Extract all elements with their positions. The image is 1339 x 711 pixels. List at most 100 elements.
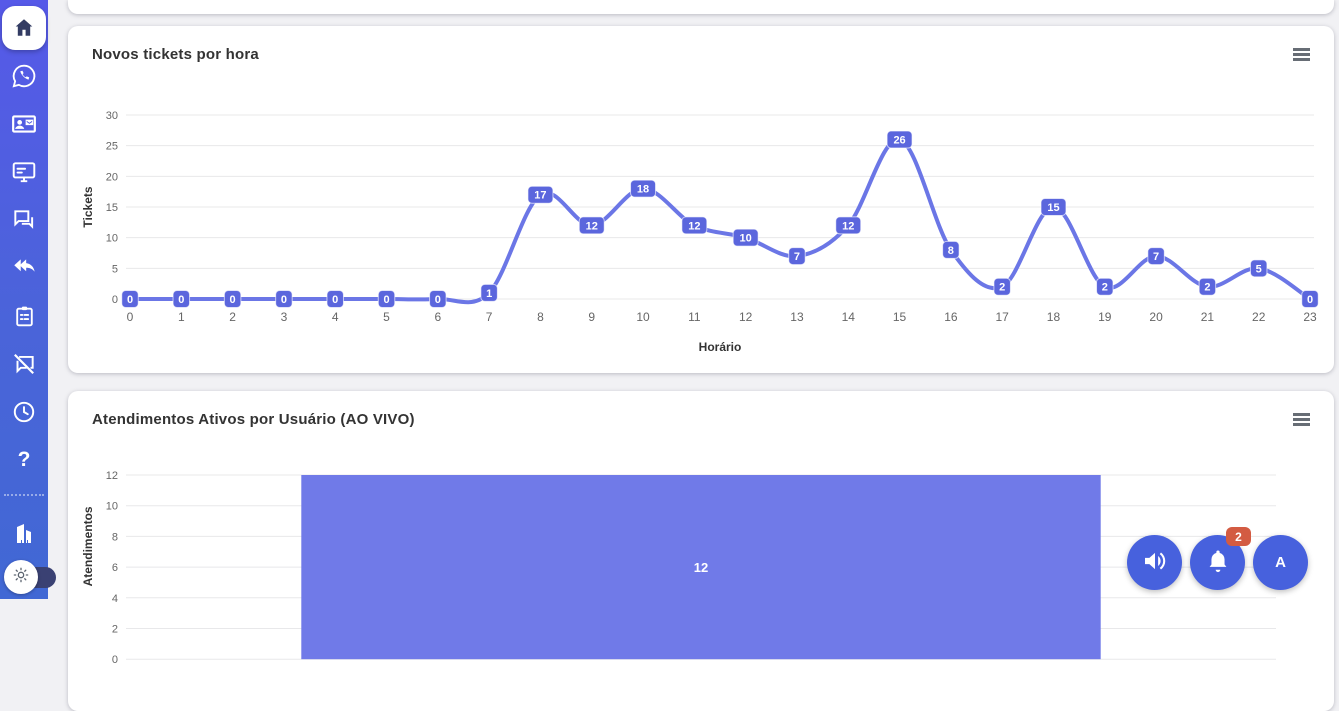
clock-icon [11, 399, 37, 425]
notifications-badge: 2 [1226, 527, 1251, 546]
svg-text:12: 12 [688, 220, 700, 232]
speaker-icon [1140, 546, 1170, 579]
brightness-icon [11, 565, 31, 590]
svg-text:15: 15 [1047, 202, 1059, 214]
svg-text:Horário: Horário [699, 340, 742, 353]
svg-text:0: 0 [435, 294, 441, 306]
svg-text:0: 0 [230, 294, 236, 306]
svg-text:8: 8 [112, 531, 118, 543]
sidebar-item-schedules[interactable] [0, 388, 48, 436]
svg-text:2: 2 [1204, 282, 1210, 294]
svg-text:14: 14 [842, 310, 856, 324]
svg-text:17: 17 [995, 310, 1009, 324]
svg-text:20: 20 [1149, 310, 1163, 324]
floating-action-buttons: 2 A [1127, 535, 1308, 590]
theme-toggle-knob [4, 560, 38, 594]
svg-text:10: 10 [106, 233, 118, 245]
svg-text:2: 2 [112, 624, 118, 636]
svg-text:5: 5 [112, 263, 118, 275]
svg-text:15: 15 [893, 310, 907, 324]
svg-text:6: 6 [434, 310, 441, 324]
sidebar-item-campaigns[interactable] [0, 340, 48, 388]
svg-text:Atendimentos: Atendimentos [81, 506, 95, 586]
reply-all-icon [11, 255, 37, 281]
svg-text:20: 20 [106, 171, 118, 183]
svg-text:8: 8 [537, 310, 544, 324]
svg-text:2: 2 [999, 282, 1005, 294]
svg-text:3: 3 [281, 310, 288, 324]
svg-text:0: 0 [383, 294, 389, 306]
svg-text:0: 0 [127, 310, 134, 324]
svg-text:0: 0 [112, 294, 118, 306]
svg-text:12: 12 [106, 470, 118, 482]
sidebar: ? [0, 0, 48, 599]
svg-text:22: 22 [1252, 310, 1266, 324]
svg-text:12: 12 [842, 220, 854, 232]
theme-toggle[interactable] [4, 559, 56, 595]
svg-text:0: 0 [281, 294, 287, 306]
chart-context-menu-icon[interactable] [1293, 48, 1310, 61]
chat-bubbles-icon [11, 207, 37, 233]
notifications-button[interactable]: 2 [1190, 535, 1245, 590]
bar-chart-title: Atendimentos Ativos por Usuário (AO VIVO… [92, 411, 1310, 428]
sidebar-divider [4, 494, 44, 496]
whatsapp-icon [11, 63, 37, 89]
monitor-icon [11, 159, 37, 185]
clipboard-list-icon [12, 304, 37, 329]
svg-text:10: 10 [106, 501, 118, 513]
svg-text:1: 1 [486, 288, 492, 300]
chat-slash-icon [11, 351, 37, 377]
svg-text:30: 30 [106, 110, 118, 122]
sidebar-item-help[interactable]: ? [0, 436, 48, 484]
chart-context-menu-icon[interactable] [1293, 413, 1310, 426]
svg-text:8: 8 [948, 245, 954, 257]
sidebar-item-dashboard[interactable] [2, 6, 46, 50]
svg-text:7: 7 [1153, 251, 1159, 263]
svg-text:23: 23 [1303, 310, 1317, 324]
sidebar-item-contacts[interactable] [0, 100, 48, 148]
svg-text:18: 18 [1047, 310, 1061, 324]
line-chart-title: Novos tickets por hora [92, 46, 1310, 63]
svg-text:10: 10 [740, 233, 752, 245]
svg-text:16: 16 [944, 310, 958, 324]
profile-button[interactable]: A [1253, 535, 1308, 590]
profile-avatar: A [1275, 554, 1286, 571]
svg-text:4: 4 [332, 310, 339, 324]
sound-button[interactable] [1127, 535, 1182, 590]
svg-text:12: 12 [739, 310, 753, 324]
svg-text:18: 18 [637, 184, 649, 196]
svg-text:12: 12 [586, 220, 598, 232]
svg-text:7: 7 [486, 310, 493, 324]
sidebar-item-panel[interactable] [0, 148, 48, 196]
svg-text:19: 19 [1098, 310, 1112, 324]
sidebar-item-quick-answers[interactable] [0, 244, 48, 292]
svg-text:Tickets: Tickets [81, 186, 95, 227]
sidebar-item-chats[interactable] [0, 196, 48, 244]
svg-text:11: 11 [688, 310, 701, 324]
svg-text:15: 15 [106, 202, 118, 214]
svg-text:17: 17 [534, 190, 546, 202]
svg-text:12: 12 [694, 560, 708, 575]
svg-text:25: 25 [106, 141, 118, 153]
svg-text:21: 21 [1201, 310, 1215, 324]
svg-text:2: 2 [229, 310, 236, 324]
svg-text:10: 10 [636, 310, 650, 324]
contact-card-icon [11, 111, 37, 137]
sidebar-item-whatsapp[interactable] [0, 52, 48, 100]
svg-text:5: 5 [1256, 263, 1262, 275]
card-above-partial [68, 0, 1334, 14]
sidebar-item-tasks[interactable] [0, 292, 48, 340]
svg-text:5: 5 [383, 310, 390, 324]
sidebar-item-company[interactable] [0, 510, 48, 558]
svg-text:9: 9 [588, 310, 595, 324]
help-icon: ? [18, 448, 31, 472]
svg-text:2: 2 [1102, 282, 1108, 294]
svg-text:0: 0 [112, 654, 118, 666]
svg-text:26: 26 [893, 135, 905, 147]
bell-icon [1204, 547, 1232, 578]
home-icon [12, 16, 36, 40]
svg-text:0: 0 [332, 294, 338, 306]
